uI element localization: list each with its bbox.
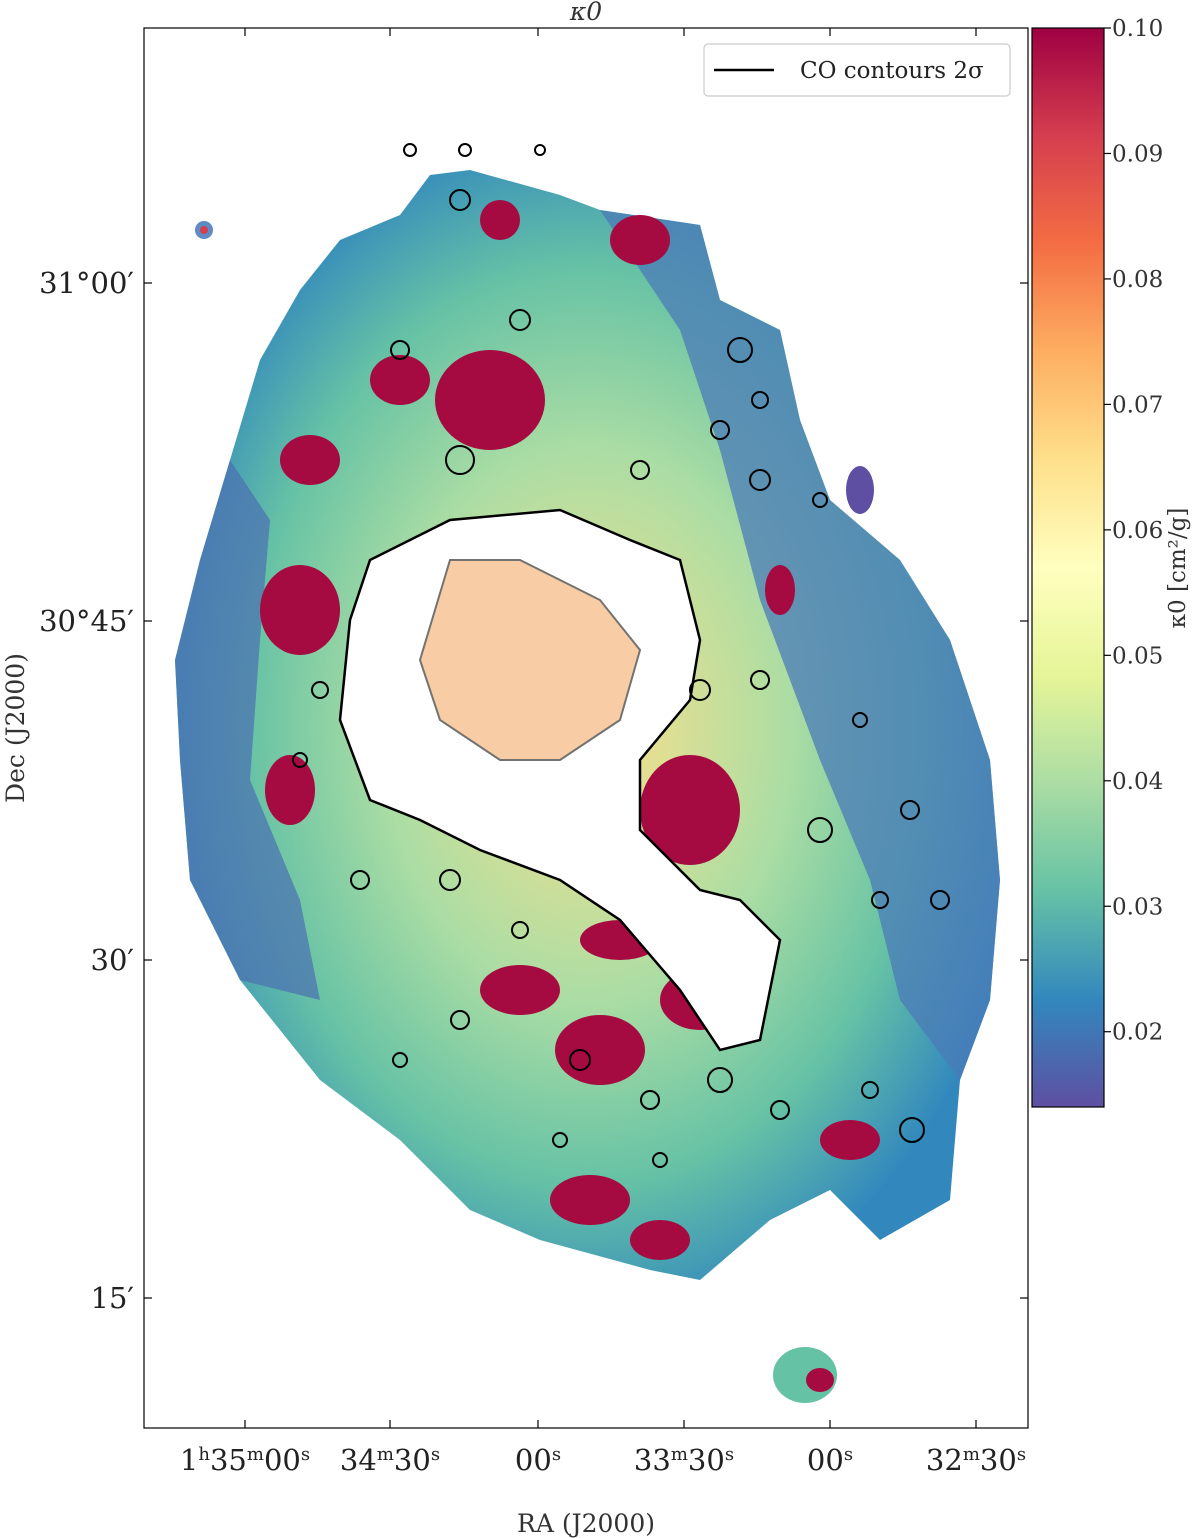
colorbar-tick-label: 0.09 — [1112, 141, 1163, 167]
y-tick-label: 30°45′ — [39, 604, 134, 638]
colorbar-tick-label: 0.06 — [1112, 518, 1163, 544]
y-axis-title: Dec (J2000) — [1, 653, 30, 803]
plot-frame — [143, 27, 1029, 1429]
galaxy-map — [175, 143, 1000, 1403]
colorbar-label: κ0 [cm²/g] — [1165, 508, 1191, 629]
galaxy-outer-blue-east — [600, 210, 1000, 1080]
colorbar-tick-label: 0.04 — [1112, 769, 1163, 795]
colorbar-tick-label: 0.08 — [1112, 267, 1163, 293]
colorbar-ticks: 0.10 0.09 0.08 0.07 0.06 0.05 0.04 0.03 0.02 — [1104, 16, 1163, 1046]
satellite-blob-east — [846, 466, 874, 514]
y-tick-label: 30′ — [91, 943, 135, 977]
inner-arm-contour — [418, 559, 642, 761]
colorbar-tick-label: 0.07 — [1112, 392, 1163, 418]
x-tick-label: 34m30s — [340, 1443, 440, 1477]
legend-box — [703, 43, 1011, 97]
co-contour-dots — [292, 143, 950, 1168]
y-tick-label: 31°00′ — [39, 266, 134, 300]
x-tick-label: 00s — [515, 1443, 561, 1477]
colorbar-tick-label: 0.05 — [1112, 643, 1163, 669]
x-axis-title: RA (J2000) — [517, 1509, 655, 1538]
satellite-blob-south-core — [806, 1368, 834, 1392]
x-tick-label: 32m30s — [926, 1443, 1026, 1477]
x-tick-marks — [244, 28, 977, 1428]
satellite-blob-northwest-core — [200, 226, 208, 234]
galaxy-outer-blue-west — [175, 460, 320, 1000]
x-tick-label: 1h35m00s — [180, 1443, 310, 1477]
y-tick-label: 15′ — [91, 1281, 135, 1315]
chart-title: κ0 — [569, 0, 602, 26]
colorbar-tick-label: 0.02 — [1112, 1020, 1163, 1046]
colorbar-tick-label: 0.03 — [1112, 894, 1163, 920]
x-tick-label: 00s — [807, 1443, 853, 1477]
legend-label: CO contours 2σ — [800, 58, 984, 84]
x-tick-label: 33m30s — [634, 1443, 734, 1477]
legend: CO contours 2σ — [703, 43, 1011, 97]
colorbar — [1031, 27, 1105, 1108]
y-tick-marks — [144, 282, 1028, 1299]
colorbar-tick-label: 0.10 — [1112, 16, 1163, 42]
